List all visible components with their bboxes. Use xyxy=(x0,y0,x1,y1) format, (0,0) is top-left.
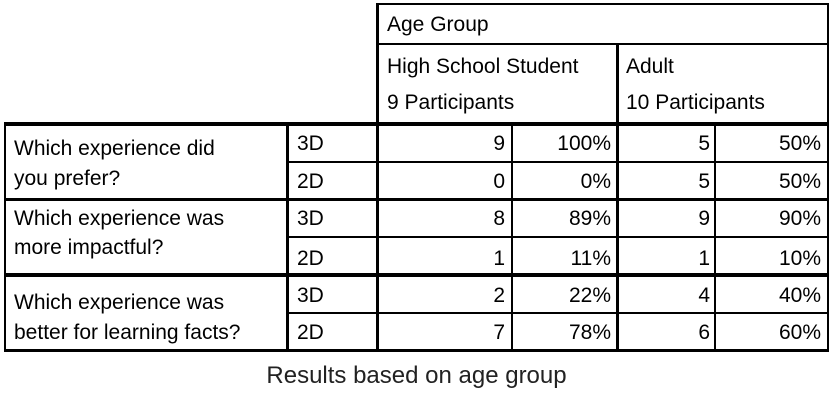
hs-count: 1 xyxy=(493,247,505,270)
hs-percent: 11% xyxy=(570,247,611,270)
hs-percent: 100% xyxy=(557,132,611,155)
adult-count: 5 xyxy=(698,132,710,155)
rule-top xyxy=(377,3,829,5)
adult-count: 1 xyxy=(698,247,710,270)
row-label: 3D xyxy=(297,284,324,307)
question-label: you prefer? xyxy=(14,167,121,190)
adult-percent: 90% xyxy=(778,207,821,230)
rule-below-age-group xyxy=(377,43,829,45)
participants-adult: 10 Participants xyxy=(626,91,765,114)
hs-count: 0 xyxy=(493,170,505,193)
column-header-adult: Adult xyxy=(626,55,674,78)
hs-count: 7 xyxy=(493,321,505,344)
rule-question-column xyxy=(286,122,289,352)
rule-header-bottom xyxy=(4,122,829,126)
column-header-high-school: High School Student xyxy=(387,55,579,78)
hs-percent: 0% xyxy=(580,170,611,193)
adult-count: 6 xyxy=(698,321,710,344)
adult-percent: 50% xyxy=(778,170,821,193)
rule-row xyxy=(288,312,829,314)
rule-group-separator xyxy=(616,43,619,352)
adult-count: 4 xyxy=(698,284,710,307)
age-group-header: Age Group xyxy=(387,13,489,36)
rule-question-separator xyxy=(4,273,829,277)
row-label: 3D xyxy=(297,207,324,230)
adult-count: 9 xyxy=(698,207,710,230)
rule-question-separator xyxy=(4,198,829,201)
hs-percent: 89% xyxy=(568,207,611,230)
adult-percent: 40% xyxy=(778,284,821,307)
row-label: 2D xyxy=(297,321,324,344)
hs-percent: 22% xyxy=(568,284,611,307)
table-caption: Results based on age group xyxy=(266,362,567,389)
question-label: Which experience was xyxy=(14,291,225,314)
row-label: 3D xyxy=(297,132,324,155)
adult-percent: 60% xyxy=(778,321,821,344)
rule-right-edge xyxy=(827,3,829,352)
question-label: better for learning facts? xyxy=(14,321,241,344)
rule-left-edge xyxy=(4,122,6,352)
adult-percent: 10% xyxy=(778,247,821,270)
hs-count: 2 xyxy=(493,284,505,307)
participants-high-school: 9 Participants xyxy=(387,91,515,114)
question-label: Which experience did xyxy=(14,137,215,160)
adult-percent: 50% xyxy=(778,132,821,155)
question-label: Which experience was xyxy=(14,207,225,230)
question-label: more impactful? xyxy=(14,236,164,259)
rule-adult-count-column xyxy=(714,122,716,352)
rule-bottom xyxy=(4,349,829,352)
hs-count: 9 xyxy=(493,132,505,155)
rule-row xyxy=(288,161,829,163)
hs-percent: 78% xyxy=(568,321,611,344)
row-label: 2D xyxy=(297,170,324,193)
hs-count: 8 xyxy=(493,207,505,230)
rule-label-column xyxy=(376,3,379,352)
rule-row xyxy=(288,236,829,238)
row-label: 2D xyxy=(297,247,324,270)
rule-hs-count-column xyxy=(511,122,513,352)
adult-count: 5 xyxy=(698,170,710,193)
